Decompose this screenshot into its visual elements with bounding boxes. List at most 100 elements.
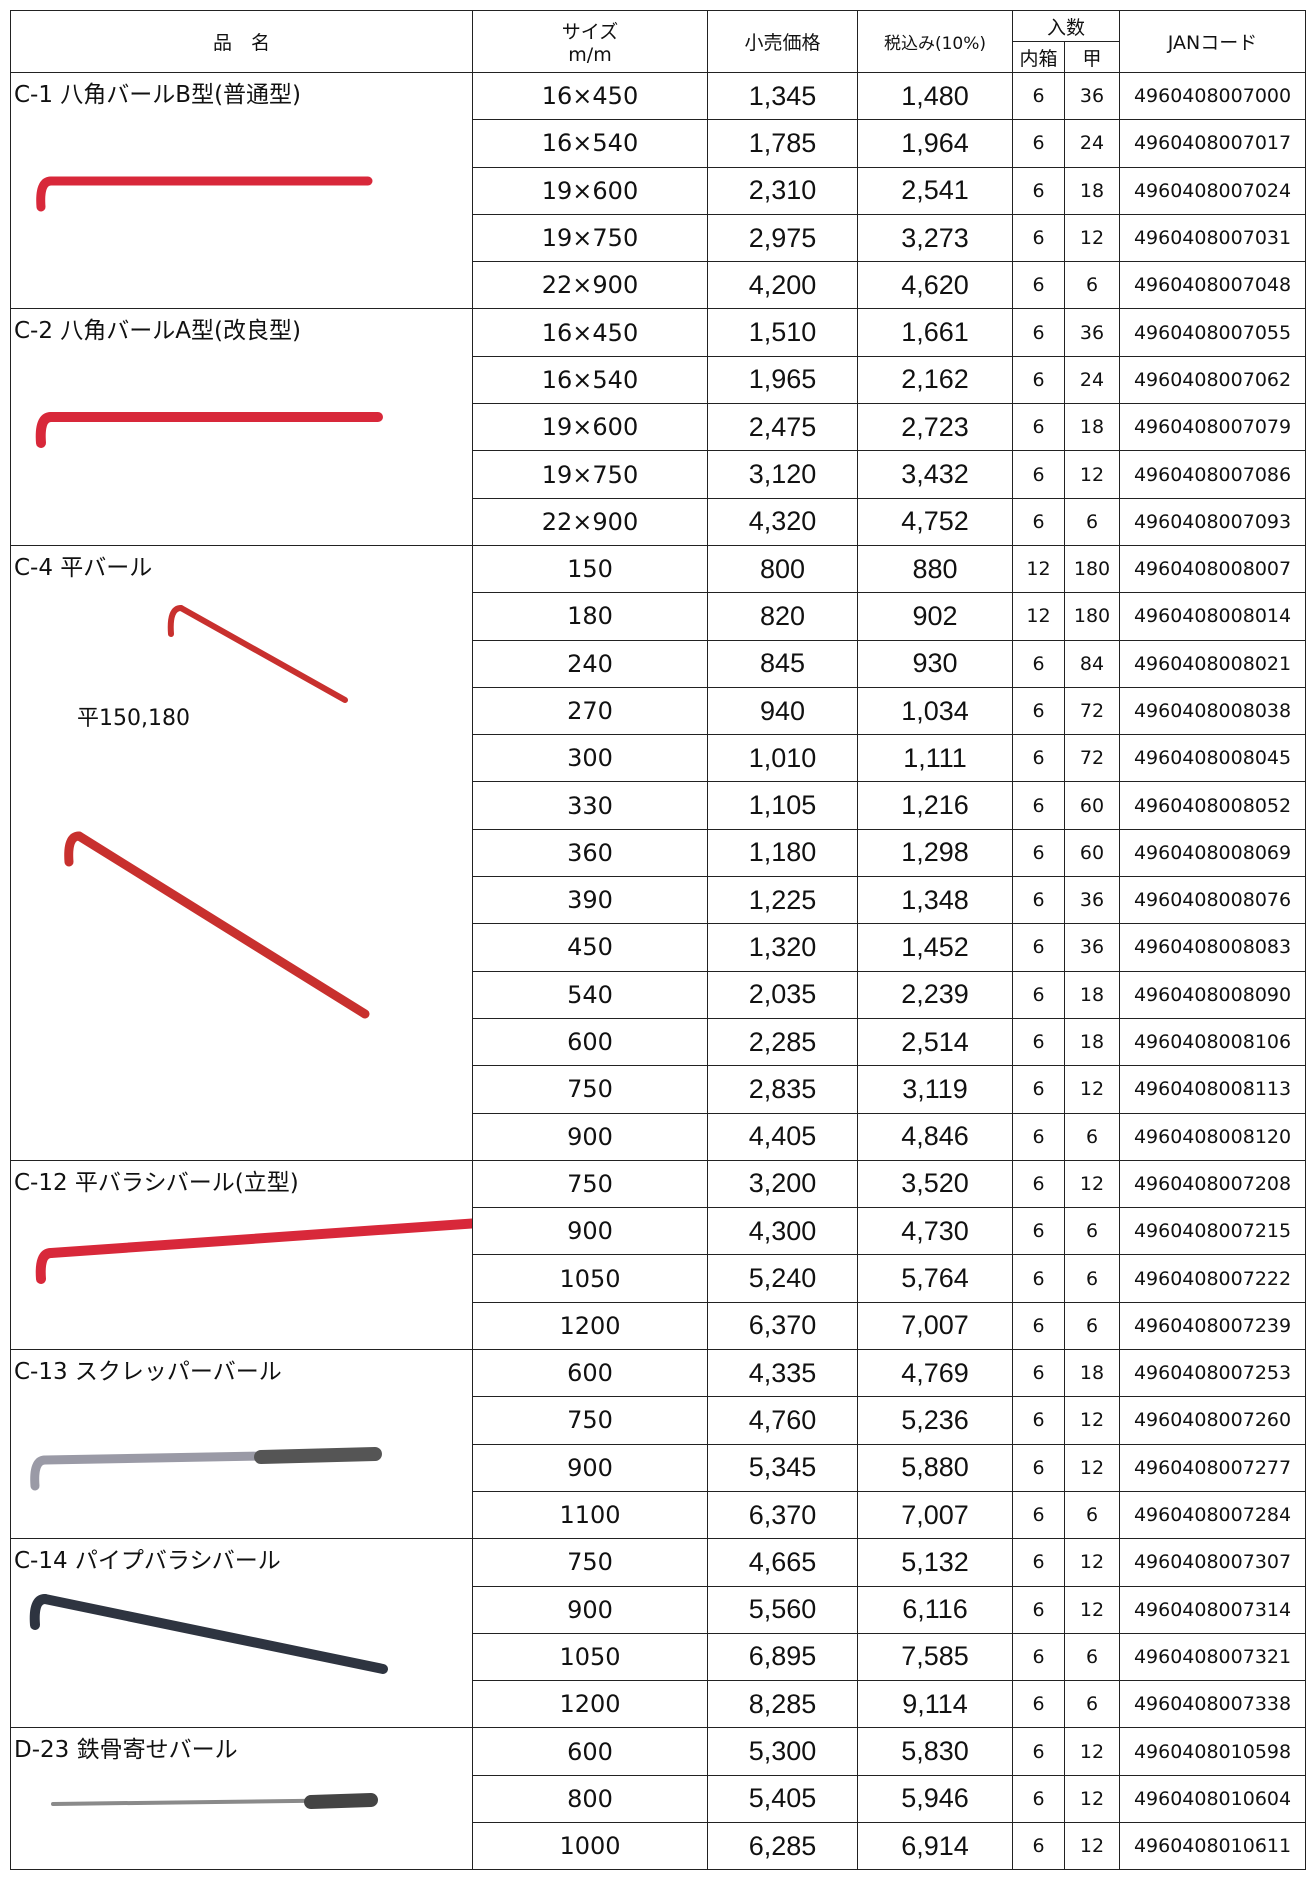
tax-price: 5,880 (857, 1443, 1013, 1492)
size: 600 (472, 1727, 708, 1776)
outer-qty: 12 (1063, 1538, 1121, 1587)
jan-code: 4960408010604 (1119, 1774, 1307, 1823)
size: 360 (472, 828, 708, 878)
outer-qty: 12 (1063, 1396, 1121, 1445)
size: 240 (472, 639, 708, 688)
outer-qty: 72 (1063, 734, 1121, 783)
product-name: C-2 八角バールA型(改良型) (14, 318, 301, 345)
jan-code: 4960408008083 (1119, 923, 1307, 972)
data-row: C-14 パイプバラシバール 750 4,665 5,132 6 12 4960408007… (10, 1538, 1307, 1729)
jan-code: 4960408008007 (1119, 544, 1307, 594)
tax-price: 1,348 (857, 876, 1013, 925)
jan-code: 4960408007208 (1119, 1159, 1307, 1209)
jan-code: 4960408007284 (1119, 1490, 1307, 1540)
product-image (29, 1594, 388, 1675)
data-row: D-23 鉄骨寄せバール 600 5,300 5,830 6 12 496040801059… (10, 1727, 1307, 1871)
retail-price: 800 (707, 544, 858, 594)
tax-price: 2,541 (857, 166, 1013, 215)
retail-price: 1,785 (707, 119, 858, 168)
jan-code: 4960408007239 (1119, 1301, 1307, 1351)
data-row: 900 4,405 4,846 6 6 4960408008120 (11, 1112, 1307, 1161)
inner-qty: 6 (1012, 119, 1065, 168)
data-row: 19×600 2,310 2,541 6 18 4960408007024 (11, 166, 1307, 215)
product-name: D-23 鉄骨寄せバール (14, 1737, 238, 1764)
outer-qty: 12 (1063, 1727, 1121, 1776)
data-row: 22×900 4,200 4,620 6 6 4960408007048 (11, 261, 1307, 310)
jan-code: 4960408007338 (1119, 1680, 1307, 1729)
jan-code: 4960408010611 (1119, 1821, 1307, 1871)
header-name: 品 名 (10, 10, 473, 73)
retail-price: 6,285 (707, 1821, 858, 1871)
data-row: 16×540 1,965 2,162 6 24 4960408007062 (11, 355, 1307, 405)
retail-price: 5,300 (707, 1727, 858, 1776)
outer-qty: 12 (1063, 1585, 1121, 1634)
inner-qty: 6 (1012, 1301, 1065, 1351)
jan-code: 4960408007079 (1119, 403, 1307, 452)
product-name: C-13 スクレッパーバール (14, 1359, 282, 1386)
tax-price: 1,298 (857, 828, 1013, 878)
outer-qty: 12 (1063, 1443, 1121, 1492)
bar-shape (304, 1793, 378, 1810)
outer-qty: 36 (1063, 923, 1121, 972)
tax-price: 6,116 (857, 1585, 1013, 1634)
tax-price: 1,034 (857, 686, 1013, 736)
tax-price: 2,162 (857, 355, 1013, 405)
tax-price: 7,585 (857, 1632, 1013, 1682)
outer-qty: 18 (1063, 166, 1121, 215)
product-name: C-4 平バール (14, 554, 153, 581)
retail-price: 2,475 (707, 403, 858, 452)
inner-qty: 12 (1012, 544, 1065, 594)
retail-price: 1,225 (707, 876, 858, 925)
tax-price: 5,236 (857, 1396, 1013, 1445)
jan-code: 4960408007277 (1119, 1443, 1307, 1492)
retail-price: 940 (707, 686, 858, 736)
data-row: 540 2,035 2,239 6 18 4960408008090 (11, 970, 1307, 1019)
data-row: 22×900 4,320 4,752 6 6 4960408007093 (11, 497, 1307, 546)
inner-qty: 6 (1012, 166, 1065, 215)
inner-qty: 6 (1012, 1443, 1065, 1492)
size: 180 (472, 592, 708, 641)
data-row: C-4 平バール 平150,180 150 800 880 12 180 4960408008… (10, 544, 1307, 1161)
jan-code: 4960408007260 (1119, 1396, 1307, 1445)
inner-qty: 6 (1012, 1207, 1065, 1256)
inner-qty: 6 (1012, 308, 1065, 357)
size: 900 (472, 1112, 708, 1161)
outer-qty: 12 (1063, 1821, 1121, 1871)
outer-qty: 60 (1063, 828, 1121, 878)
tax-price: 4,730 (857, 1207, 1013, 1256)
header-size-unit: m/m (568, 44, 612, 66)
outer-qty: 6 (1063, 1490, 1121, 1540)
tax-price: 1,480 (857, 71, 1013, 121)
inner-qty: 6 (1012, 355, 1065, 405)
jan-code: 4960408007024 (1119, 166, 1307, 215)
retail-price: 4,320 (707, 497, 858, 546)
data-row: 750 2,835 3,119 6 12 4960408008113 (11, 1065, 1307, 1114)
data-row: 19×750 3,120 3,432 6 12 4960408007086 (11, 450, 1307, 499)
jan-code: 4960408007253 (1119, 1349, 1307, 1398)
retail-price: 1,105 (707, 781, 858, 830)
data-row: 19×750 2,975 3,273 6 12 4960408007031 (11, 213, 1307, 263)
size: 750 (472, 1538, 708, 1587)
inner-qty: 12 (1012, 592, 1065, 641)
tax-price: 3,520 (857, 1159, 1013, 1209)
data-row: 1000 6,285 6,914 6 12 4960408010611 (11, 1821, 1307, 1871)
data-row: 390 1,225 1,348 6 36 4960408008076 (11, 876, 1307, 925)
header-outer: 甲 (1063, 41, 1121, 73)
retail-price: 2,035 (707, 970, 858, 1019)
retail-price: 2,310 (707, 166, 858, 215)
tax-price: 5,764 (857, 1254, 1013, 1303)
size: 1000 (472, 1821, 708, 1871)
outer-qty: 6 (1063, 1112, 1121, 1161)
inner-qty: 6 (1012, 1254, 1065, 1303)
outer-qty: 12 (1063, 1065, 1121, 1114)
tax-price: 4,846 (857, 1112, 1013, 1161)
size: 300 (472, 734, 708, 783)
data-row: 19×600 2,475 2,723 6 18 4960408007079 (11, 403, 1307, 452)
retail-price: 820 (707, 592, 858, 641)
outer-qty: 6 (1063, 1207, 1121, 1256)
retail-price: 3,120 (707, 450, 858, 499)
product-name: C-1 八角バールB型(普通型) (14, 82, 302, 108)
size: 750 (472, 1159, 708, 1209)
tax-price: 1,216 (857, 781, 1013, 830)
